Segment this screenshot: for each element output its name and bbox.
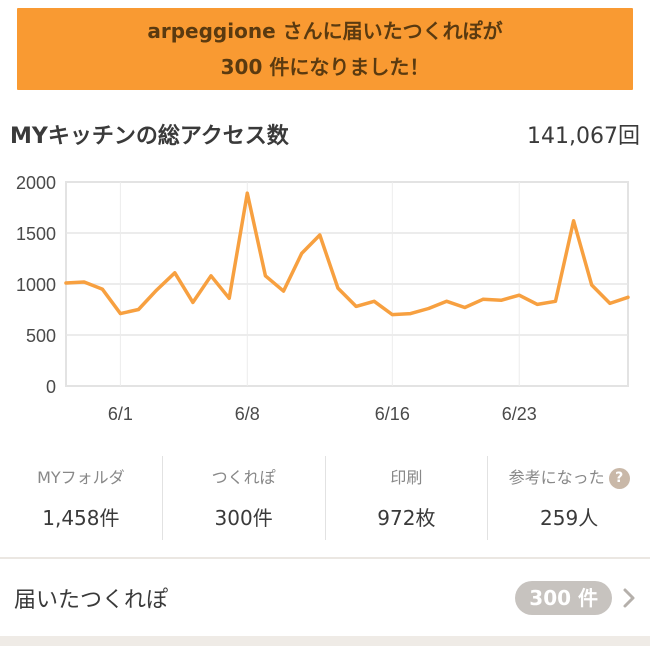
data-point	[499, 298, 503, 302]
data-point	[481, 297, 485, 301]
milestone-banner: arpeggione さんに届いたつくれぽが 300 件になりました！	[17, 8, 633, 90]
y-tick-label: 1500	[16, 224, 56, 244]
data-point	[263, 274, 267, 278]
access-title: MYキッチンの総アクセス数	[10, 124, 289, 149]
data-point	[118, 312, 122, 316]
stat-tsukurepo[interactable]: つくれぽ 300件	[161, 456, 325, 540]
data-point	[318, 233, 322, 237]
count-badge: 300 件	[515, 580, 612, 615]
data-point	[572, 219, 576, 223]
stat-helpful[interactable]: 参考になった? 259人	[487, 456, 650, 540]
divider	[0, 636, 650, 646]
stat-label: 参考になった?	[488, 466, 650, 490]
stats-bar: MYフォルダ 1,458件 つくれぽ 300件 印刷 972枚 参考になった? …	[0, 456, 650, 540]
access-series-line	[64, 191, 630, 317]
data-point	[372, 299, 376, 303]
stat-label: つくれぽ	[211, 468, 276, 487]
chevron-right-icon	[623, 588, 635, 607]
stat-value: 259人	[540, 506, 599, 530]
data-point	[427, 306, 431, 310]
banner-line-2: 300 件になりました！	[220, 55, 430, 79]
y-tick-label: 2000	[16, 173, 56, 193]
divider	[0, 557, 650, 559]
access-line-chart: 2000 1500 1000 500 0 6/1 6/8 6/16 6/23	[16, 173, 630, 424]
banner-line-1: arpeggione さんに届いたつくれぽが	[147, 19, 503, 43]
stat-label-text: 参考になった	[508, 468, 605, 487]
data-point	[408, 312, 412, 316]
data-point	[626, 295, 630, 299]
received-label: 届いたつくれぽ	[14, 587, 169, 613]
data-point	[608, 301, 612, 305]
y-tick-label: 500	[26, 326, 56, 346]
data-point	[155, 288, 159, 292]
access-total: 141,067回	[527, 124, 640, 149]
data-point	[535, 302, 539, 306]
data-point	[553, 299, 557, 303]
data-point	[191, 300, 195, 304]
stat-myfolder[interactable]: MYフォルダ 1,458件	[0, 456, 162, 540]
stat-value: 1,458件	[42, 506, 120, 530]
data-point	[517, 293, 521, 297]
stat-label: MYフォルダ	[37, 468, 125, 487]
data-point	[463, 305, 467, 309]
data-point	[209, 274, 213, 278]
data-point	[282, 289, 286, 293]
data-point	[336, 286, 340, 290]
stat-value: 300件	[214, 506, 273, 530]
data-point	[100, 287, 104, 291]
stat-print[interactable]: 印刷 972枚	[324, 456, 488, 540]
help-icon[interactable]: ?	[608, 468, 630, 489]
data-point	[245, 191, 249, 195]
x-tick-label: 6/16	[375, 404, 410, 424]
stat-value: 972枚	[377, 506, 436, 530]
stat-label: 印刷	[390, 468, 423, 487]
data-point	[354, 304, 358, 308]
y-tick-label: 0	[46, 377, 56, 397]
y-tick-label: 1000	[16, 275, 56, 295]
data-point	[82, 280, 86, 284]
data-point	[227, 296, 231, 300]
data-point	[445, 299, 449, 303]
data-point	[300, 251, 304, 255]
data-point	[137, 308, 141, 311]
x-tick-label: 6/8	[235, 404, 260, 424]
received-tsukurepo-row[interactable]: 届いたつくれぽ 300 件	[0, 559, 650, 636]
data-point	[590, 283, 594, 287]
x-tick-label: 6/1	[108, 404, 133, 424]
data-point	[173, 271, 177, 275]
data-point	[390, 313, 394, 317]
data-point	[64, 281, 68, 285]
x-tick-label: 6/23	[502, 404, 537, 424]
